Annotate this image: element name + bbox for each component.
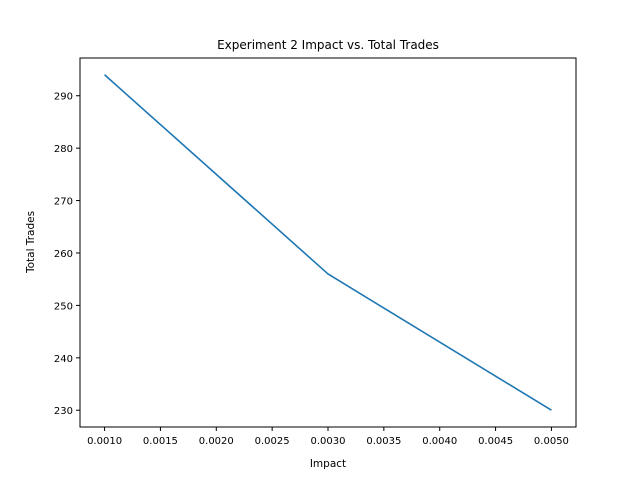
chart-title: Experiment 2 Impact vs. Total Trades: [217, 38, 439, 52]
y-axis-label: Total Trades: [25, 211, 37, 274]
x-tick-label: 0.0025: [255, 436, 290, 447]
series-line: [104, 74, 552, 411]
series-layer: [104, 74, 552, 411]
y-tick-label: 280: [54, 144, 73, 155]
y-tick-label: 270: [54, 197, 73, 208]
x-tick-label: 0.0015: [143, 436, 178, 447]
x-tick-label: 0.0045: [478, 436, 513, 447]
x-axis: 0.0010 0.0015 0.0020 0.0025 0.0030 0.0035 0.00…: [87, 427, 569, 447]
y-axis: 230 240 250 260 270 280 290: [54, 92, 80, 417]
y-tick-label: 240: [54, 354, 73, 365]
plot-area: [79, 57, 577, 428]
y-tick-label: 230: [54, 406, 73, 417]
x-tick-label: 0.0020: [199, 436, 234, 447]
x-axis-label: Impact: [310, 458, 346, 470]
y-tick-label: 260: [54, 249, 73, 260]
y-tick-label: 250: [54, 301, 73, 312]
x-tick-label: 0.0030: [311, 436, 346, 447]
x-tick-label: 0.0010: [87, 436, 122, 447]
x-tick-label: 0.0035: [366, 436, 401, 447]
x-tick-label: 0.0040: [422, 436, 457, 447]
x-tick-label: 0.0050: [534, 436, 569, 447]
y-tick-label: 290: [54, 92, 73, 103]
